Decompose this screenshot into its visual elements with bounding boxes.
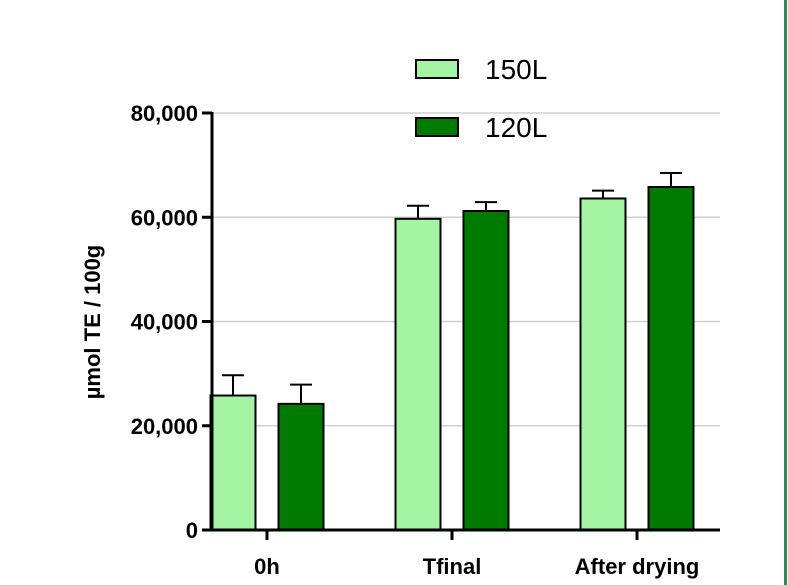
bar-120L-tfinal: [462, 209, 510, 531]
bars: [209, 186, 695, 532]
x-tick-label: 0h: [254, 554, 280, 579]
y-tick-label: 0: [186, 518, 198, 543]
legend: 150L 120L: [415, 54, 547, 143]
x-tick-label: After drying: [575, 554, 700, 579]
y-tick-label: 40,000: [131, 310, 198, 335]
legend-swatch: [415, 59, 459, 79]
y-axis-ticks: 0 20,000 40,000 60,000 80,000: [131, 101, 212, 543]
bar-120L-0h: [277, 402, 325, 532]
y-tick-label: 60,000: [131, 205, 198, 230]
x-axis-ticks: 0h Tfinal After drying: [254, 530, 699, 579]
legend-swatch: [415, 117, 459, 137]
y-tick-label: 20,000: [131, 414, 198, 439]
x-tick-label: Tfinal: [423, 554, 482, 579]
bar-150L-tfinal: [394, 217, 442, 531]
legend-label: 150L: [485, 54, 547, 85]
error-bars: [222, 171, 682, 404]
right-border: [784, 0, 787, 585]
bar-150L-0h: [209, 394, 257, 531]
bar-150L-after-drying: [579, 197, 627, 532]
legend-label: 120L: [485, 112, 547, 143]
bar-120L-after-drying: [647, 186, 695, 532]
y-axis-label: µmol TE / 100g: [80, 245, 105, 400]
y-tick-label: 80,000: [131, 101, 198, 126]
